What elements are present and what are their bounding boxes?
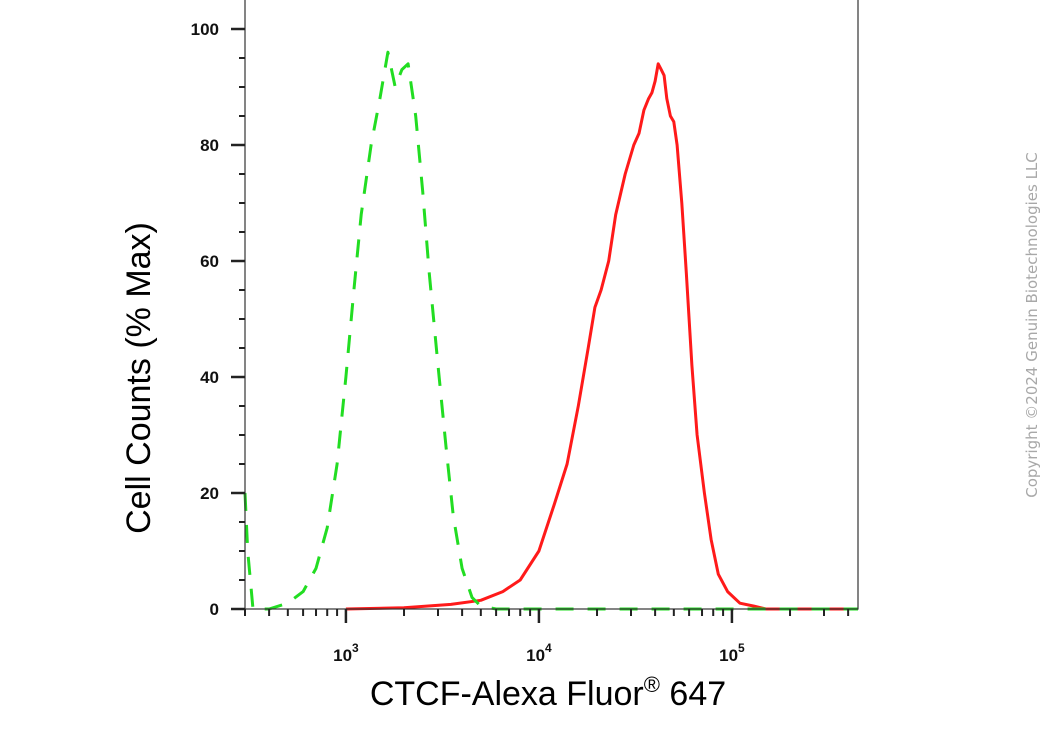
x-tick-label: 105 <box>719 641 745 665</box>
x-tick-label: 103 <box>333 641 359 665</box>
plot-area <box>243 50 858 611</box>
x-axis-title-suffix: 647 <box>660 675 726 713</box>
copyright-watermark: Copyright ©2024 Genuin Biotechnologies L… <box>1023 152 1041 498</box>
y-tick-label: 0 <box>210 600 219 619</box>
x-tick-label: 104 <box>526 641 552 665</box>
y-tick-label: 40 <box>200 368 219 387</box>
x-axis: 103 104 105 <box>244 609 850 665</box>
y-tick-label: 20 <box>200 484 219 503</box>
y-axis: 0 20 40 60 80 100 <box>191 20 245 619</box>
y-tick-label: 60 <box>200 252 219 271</box>
x-axis-title-main: CTCF-Alexa Fluor <box>370 675 644 713</box>
x-axis-title: CTCF-Alexa Fluor® 647 <box>370 672 726 713</box>
isotype-control-curve <box>243 50 858 611</box>
y-tick-label: 80 <box>200 136 219 155</box>
y-tick-label: 100 <box>191 20 219 39</box>
y-axis-title: Cell Counts (% Max) <box>120 222 158 534</box>
plot-frame <box>244 0 859 610</box>
ctcf-stained-curve <box>345 62 858 611</box>
x-axis-title-registered-mark: ® <box>644 672 660 697</box>
